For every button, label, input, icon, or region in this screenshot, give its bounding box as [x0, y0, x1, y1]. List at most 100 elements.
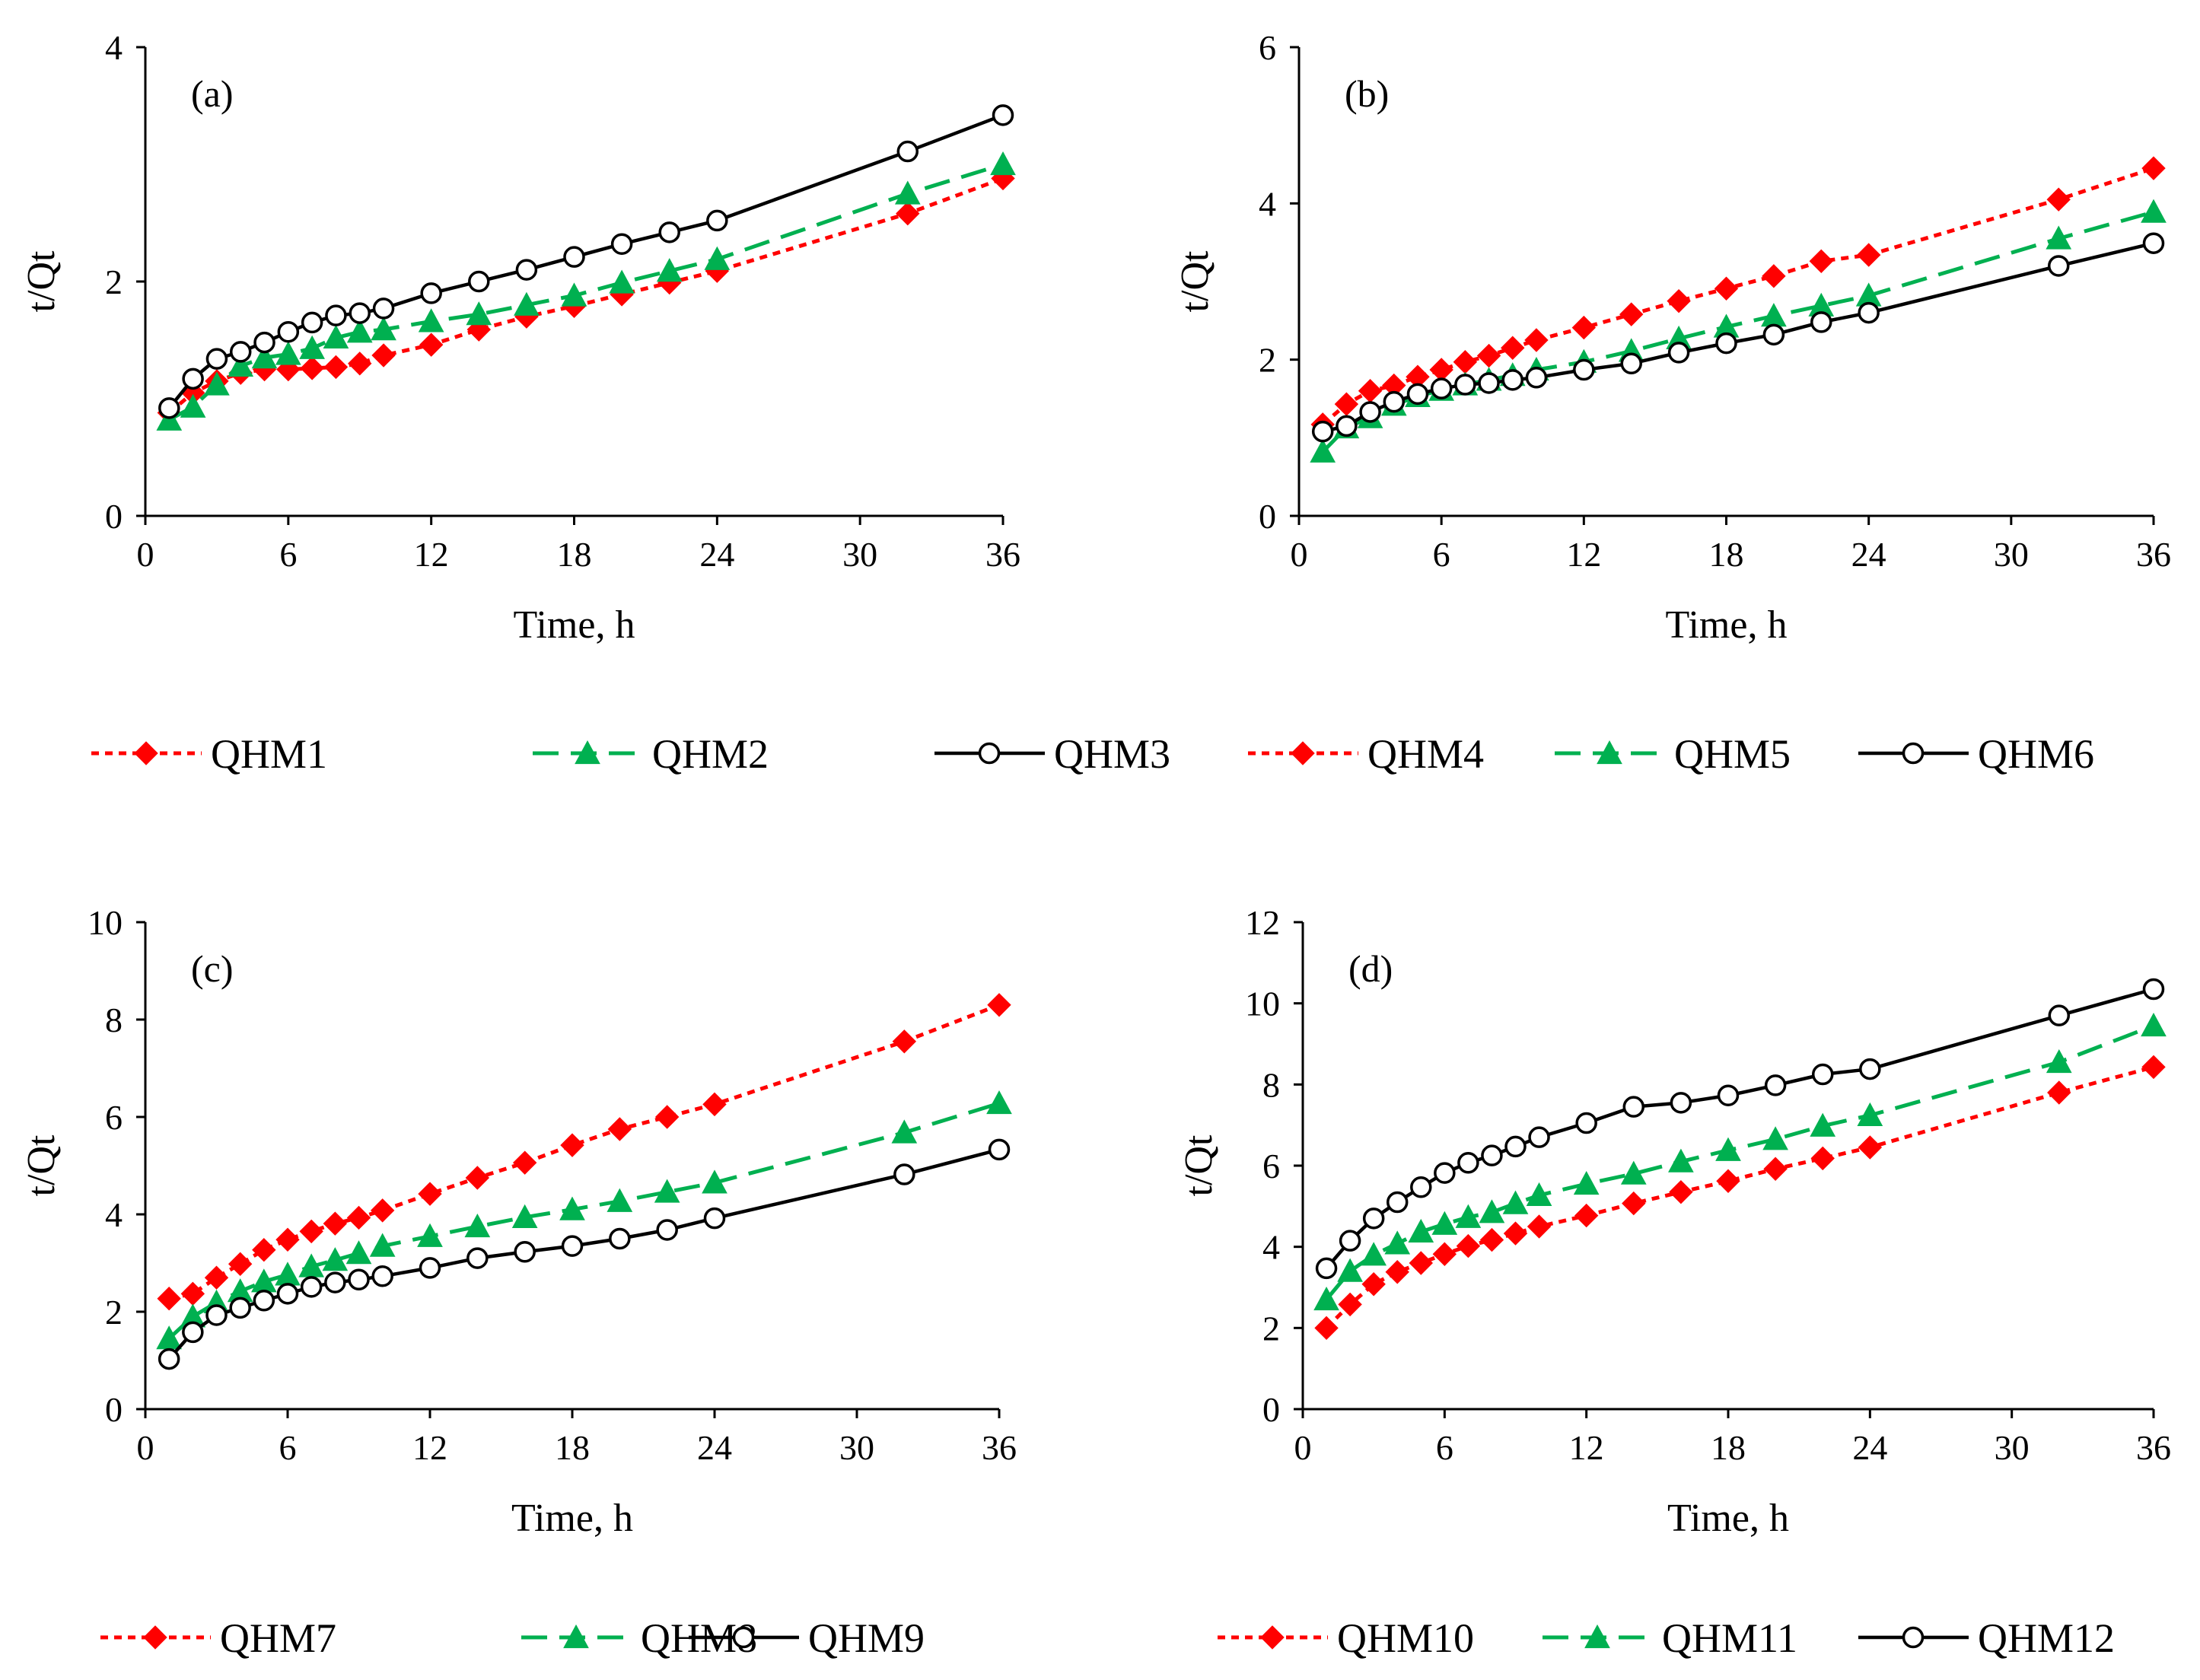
data-point — [987, 993, 1011, 1017]
data-point — [1454, 374, 1476, 396]
y-axis-label: t/Qt — [1173, 250, 1217, 312]
x-axis-label: Time, h — [1666, 603, 1788, 647]
data-point — [1524, 328, 1549, 352]
data-point — [228, 352, 254, 377]
data-point — [346, 319, 373, 343]
data-point — [1479, 1199, 1505, 1223]
y-tick-label: 12 — [1245, 903, 1280, 942]
data-point — [1573, 358, 1595, 381]
series-line — [1321, 210, 2154, 453]
y-axis-label: t/Qt — [1177, 1134, 1221, 1196]
y-tick-label: 0 — [105, 1390, 123, 1429]
data-point — [1336, 415, 1358, 438]
data-point — [323, 324, 349, 349]
y-tick-label: 6 — [1262, 1147, 1280, 1185]
data-point — [656, 258, 683, 282]
data-point — [253, 331, 275, 354]
data-point — [515, 259, 538, 281]
data-point — [2141, 1012, 2167, 1037]
data-point — [1503, 1221, 1528, 1246]
data-point — [1362, 1208, 1385, 1230]
data-point — [465, 1166, 490, 1190]
legend-entry: QHM3 — [934, 731, 1170, 777]
data-point — [180, 393, 206, 418]
panel-label: (b) — [1345, 72, 1389, 115]
data-point — [1338, 1292, 1362, 1317]
data-point — [1714, 276, 1739, 301]
data-point — [658, 221, 680, 243]
legend-entry: QHM1 — [91, 731, 327, 777]
data-point — [609, 1227, 631, 1250]
legend-marker — [1597, 740, 1622, 765]
data-point — [559, 1196, 585, 1220]
data-point — [1501, 336, 1525, 360]
data-point — [1668, 1148, 1694, 1172]
data-point — [182, 368, 204, 390]
x-tick-label: 30 — [839, 1428, 874, 1467]
data-point — [1410, 1176, 1432, 1198]
y-axis-label: t/Qt — [20, 1134, 63, 1196]
data-point — [563, 246, 585, 268]
legend-marker — [563, 1624, 589, 1649]
y-tick-label: 2 — [1259, 341, 1276, 380]
x-tick-label: 12 — [414, 535, 449, 574]
data-point — [1337, 1258, 1363, 1282]
y-tick-label: 0 — [1262, 1390, 1280, 1429]
data-point — [1574, 1203, 1599, 1228]
y-tick-label: 4 — [105, 1195, 123, 1234]
y-tick-label: 10 — [1245, 985, 1280, 1023]
legend-label: QHM7 — [220, 1615, 336, 1661]
data-point — [277, 320, 300, 343]
legend-label: QHM5 — [1674, 731, 1791, 777]
data-point — [2048, 1004, 2071, 1026]
legend-entry: QHM2 — [533, 731, 769, 777]
data-point — [2141, 199, 2167, 223]
data-point — [609, 269, 635, 294]
x-tick-label: 24 — [1852, 1428, 1887, 1467]
data-point — [1527, 1214, 1552, 1239]
x-axis-label: Time, h — [1667, 1497, 1789, 1540]
data-point — [370, 1198, 395, 1223]
data-point — [345, 1240, 372, 1265]
legend-marker — [1291, 741, 1315, 765]
x-tick-label: 18 — [557, 535, 592, 574]
y-tick-label: 8 — [1262, 1065, 1280, 1104]
x-tick-label: 30 — [1995, 1428, 2030, 1467]
data-point — [1571, 315, 1597, 340]
panel-label: (d) — [1348, 947, 1393, 990]
legend-entry: QHM6 — [1858, 731, 2094, 777]
data-point — [1810, 1112, 1836, 1137]
data-point — [2047, 1080, 2071, 1105]
data-point — [1431, 1211, 1458, 1235]
x-tick-label: 6 — [1433, 535, 1450, 574]
data-point — [299, 1219, 323, 1244]
y-tick-label: 4 — [1262, 1228, 1280, 1267]
legend-entry: QHM12 — [1858, 1615, 2115, 1661]
data-point — [1667, 288, 1691, 313]
legend-marker — [1902, 1626, 1925, 1649]
data-point — [1383, 390, 1406, 413]
data-point — [1715, 1137, 1741, 1161]
data-point — [419, 1257, 441, 1279]
data-point — [2046, 225, 2072, 250]
data-point — [1455, 1204, 1482, 1228]
y-tick-label: 6 — [1259, 28, 1276, 67]
data-point — [182, 1321, 204, 1344]
data-point — [1811, 1063, 1834, 1086]
data-point — [1478, 372, 1500, 394]
data-point — [1669, 1179, 1693, 1204]
legend-label: QHM2 — [652, 731, 769, 777]
data-point — [229, 1297, 251, 1319]
data-point — [1457, 1152, 1479, 1174]
legend-marker — [1902, 742, 1925, 765]
data-point — [607, 1188, 633, 1212]
y-axis-label: t/Qt — [20, 250, 63, 312]
x-tick-label: 12 — [412, 1428, 447, 1467]
panel-label: (c) — [191, 947, 234, 990]
data-point — [205, 1304, 228, 1326]
data-point — [1361, 1242, 1387, 1266]
series-line — [168, 162, 1004, 422]
data-point — [417, 1223, 443, 1247]
legend-marker — [134, 741, 158, 765]
